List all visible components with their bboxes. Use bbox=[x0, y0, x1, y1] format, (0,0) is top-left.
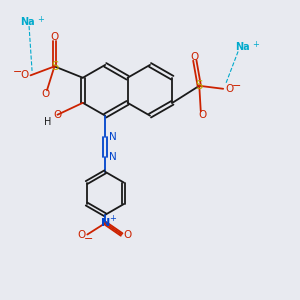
Text: O: O bbox=[41, 89, 50, 99]
Text: O: O bbox=[198, 110, 206, 120]
Text: H: H bbox=[44, 117, 52, 127]
Text: N: N bbox=[109, 152, 116, 163]
Text: O: O bbox=[191, 52, 199, 62]
Text: O: O bbox=[78, 230, 86, 239]
Text: O: O bbox=[20, 70, 29, 80]
Text: +: + bbox=[252, 40, 259, 49]
Text: S: S bbox=[51, 60, 58, 73]
Text: O: O bbox=[50, 32, 59, 42]
Text: N: N bbox=[100, 218, 110, 228]
Text: −: − bbox=[13, 68, 22, 77]
Text: Na: Na bbox=[20, 16, 35, 27]
Text: O: O bbox=[53, 110, 62, 120]
Text: −: − bbox=[232, 81, 241, 91]
Text: O: O bbox=[123, 230, 131, 239]
Text: +: + bbox=[109, 214, 116, 223]
Text: O: O bbox=[225, 84, 233, 94]
Text: S: S bbox=[196, 79, 203, 92]
Text: +: + bbox=[37, 15, 44, 24]
Text: N: N bbox=[109, 132, 116, 142]
Text: Na: Na bbox=[235, 42, 250, 52]
Text: −: − bbox=[84, 234, 94, 244]
